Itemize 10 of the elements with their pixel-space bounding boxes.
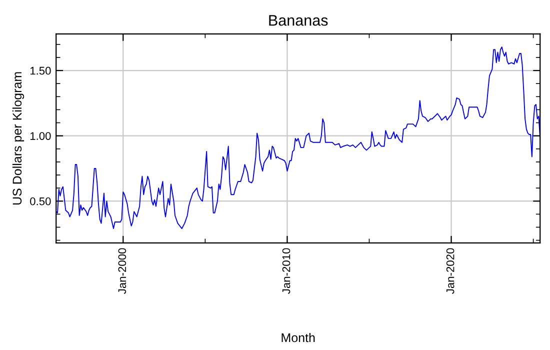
y-tick-label: 1.00 bbox=[30, 132, 51, 140]
y-tick-label: 1.50 bbox=[30, 66, 51, 75]
x-tick-label: Jan-2020 bbox=[446, 248, 454, 294]
line-series bbox=[56, 46, 540, 230]
y-tick-label: 0.50 bbox=[30, 197, 51, 206]
x-tick-label: Jan-2000 bbox=[118, 248, 126, 294]
chart-title: Bananas bbox=[269, 15, 328, 26]
y-axis-title: US Dollars per Kilogram bbox=[12, 72, 24, 204]
x-axis-title: Month bbox=[282, 332, 315, 342]
x-tick-label: Jan-2010 bbox=[282, 248, 290, 294]
